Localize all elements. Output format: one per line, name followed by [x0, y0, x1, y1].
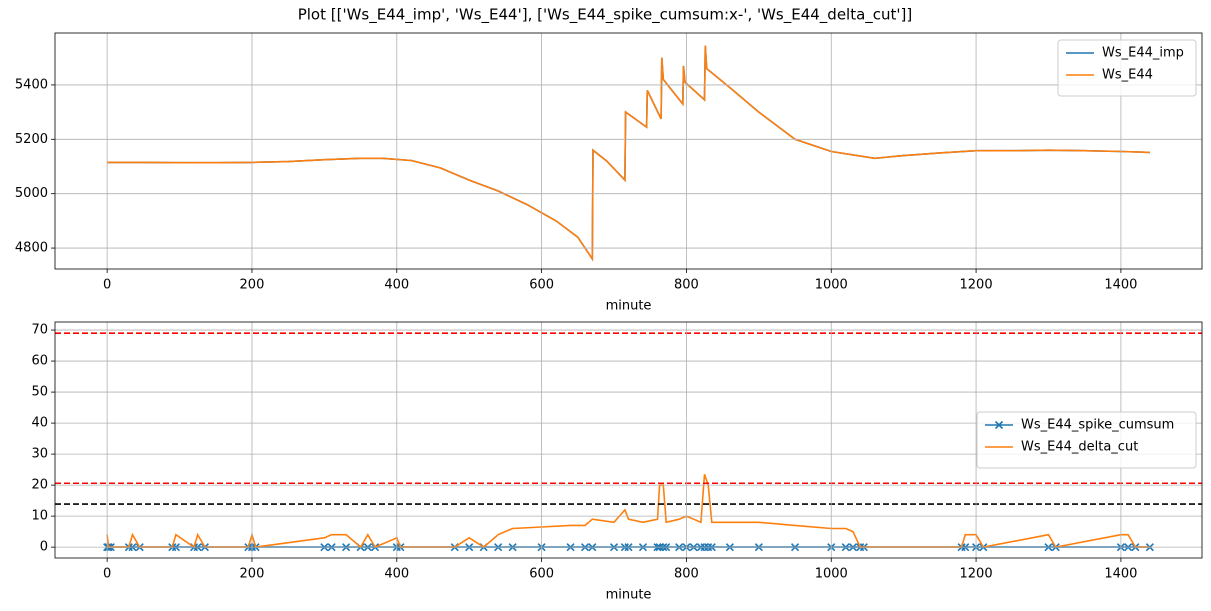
legend-label: Ws_E44_imp — [1102, 46, 1184, 61]
x-tick-label: 600 — [529, 278, 554, 293]
y-tick-label: 0 — [40, 540, 48, 555]
y-tick-label: 4800 — [15, 241, 48, 256]
y-tick-label: 30 — [31, 447, 48, 462]
x-tick-label: 800 — [674, 278, 699, 293]
x-tick-label: 1400 — [1104, 567, 1137, 582]
x-tick-label: 200 — [240, 567, 265, 582]
legend-label: Ws_E44_spike_cumsum — [1021, 418, 1174, 433]
x-tick-label: 1400 — [1104, 278, 1137, 293]
y-tick-label: 70 — [31, 323, 48, 338]
y-tick-label: 20 — [31, 478, 48, 493]
x-tick-label: 0 — [103, 567, 111, 582]
x-tick-label: 1000 — [815, 567, 848, 582]
y-tick-label: 60 — [31, 354, 48, 369]
legend-marker — [994, 420, 1004, 430]
y-tick-label: 50 — [31, 385, 48, 400]
legend-label: Ws_E44 — [1102, 68, 1153, 83]
axes-frame — [54, 32, 1203, 270]
y-tick-label: 10 — [31, 509, 48, 524]
x-tick-label: 600 — [529, 567, 554, 582]
y-tick-label: 5200 — [15, 132, 48, 147]
axes-frame — [54, 321, 1203, 559]
series-line — [107, 45, 1150, 262]
x-axis-label: minute — [606, 299, 652, 314]
legend-box — [1057, 39, 1197, 97]
x-tick-label: 400 — [384, 278, 409, 293]
x-axis-label: minute — [606, 588, 652, 603]
x-tick-label: 1200 — [960, 278, 993, 293]
plot-area — [107, 45, 1150, 262]
x-tick-label: 0 — [103, 278, 111, 293]
y-tick-label: 5000 — [15, 186, 48, 201]
legend-label: Ws_E44_delta_cut — [1021, 440, 1138, 455]
x-tick-label: 800 — [674, 567, 699, 582]
x-tick-label: 1000 — [815, 278, 848, 293]
x-tick-label: 1200 — [960, 567, 993, 582]
x-tick-label: 200 — [240, 278, 265, 293]
x-tick-label: 400 — [384, 567, 409, 582]
y-tick-label: 40 — [31, 416, 48, 431]
y-tick-label: 5400 — [15, 77, 48, 92]
figure-title: Plot [['Ws_E44_imp', 'Ws_E44'], ['Ws_E44… — [298, 6, 913, 25]
legend-box — [976, 411, 1197, 469]
